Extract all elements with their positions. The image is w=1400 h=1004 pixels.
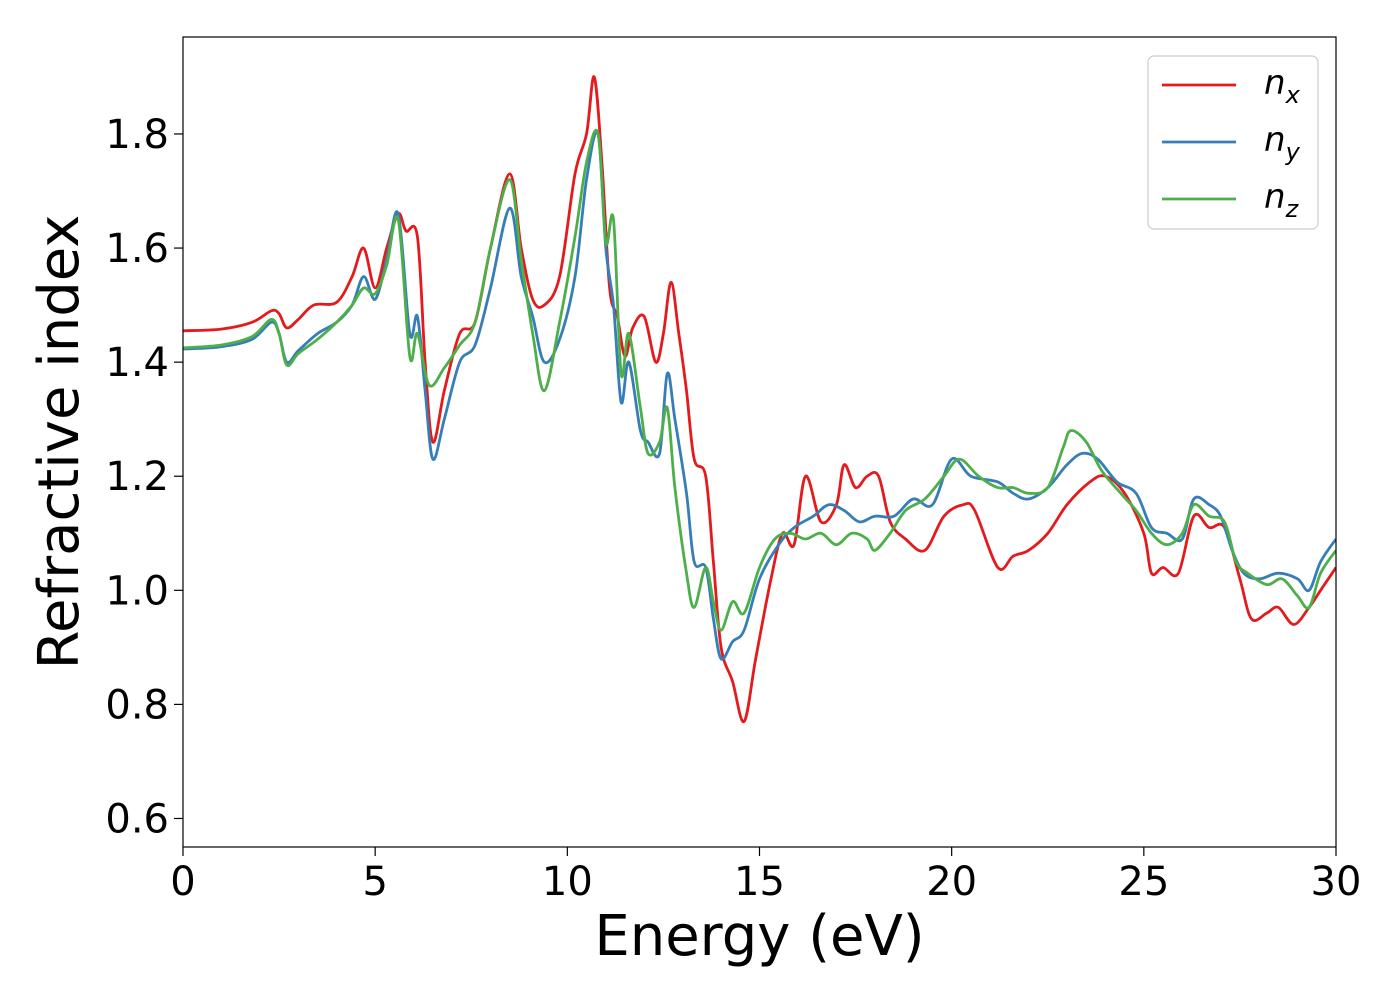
legend: nx ny nz — [1147, 55, 1319, 230]
x-tick-label: 10 — [542, 859, 593, 905]
series-line-nz — [183, 129, 1336, 632]
y-tick-label: 1.4 — [105, 340, 169, 386]
x-tick-label: 15 — [734, 859, 785, 905]
y-tick-label: 0.6 — [105, 796, 169, 842]
x-tick-label: 25 — [1118, 859, 1169, 905]
x-tick-label: 20 — [926, 859, 977, 905]
x-tick-label: 5 — [362, 859, 387, 905]
x-tick-label: 30 — [1311, 859, 1362, 905]
x-axis-ticks: 0 5 10 15 20 25 30 — [170, 847, 1361, 905]
legend-label: nz — [1264, 177, 1300, 223]
y-tick-label: 0.8 — [105, 682, 169, 728]
x-axis-label: Energy (eV) — [594, 904, 924, 969]
y-tick-label: 1.8 — [105, 112, 169, 158]
series-line-nx — [183, 75, 1336, 723]
y-axis-label: Refractive index — [27, 215, 92, 670]
legend-label: nx — [1264, 63, 1301, 109]
y-tick-label: 1.0 — [105, 568, 169, 614]
x-tick-label: 0 — [170, 859, 195, 905]
y-axis-ticks: 0.6 0.8 1.0 1.2 1.4 1.6 1.8 — [105, 112, 183, 842]
y-tick-label: 1.2 — [105, 454, 169, 500]
y-tick-label: 1.6 — [105, 226, 169, 272]
legend-label: ny — [1264, 120, 1301, 166]
